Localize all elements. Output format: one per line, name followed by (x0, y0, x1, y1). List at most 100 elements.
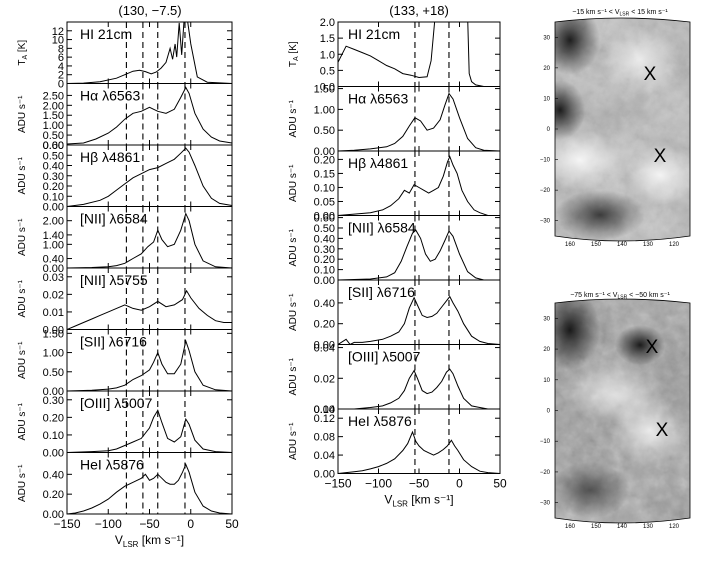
y-tick-label: 0.0 (320, 82, 335, 94)
spectrum-line (338, 155, 500, 216)
y-tick-label: 0.20 (43, 181, 64, 193)
map-top-title: −15 km s⁻¹ < VLSR < 15 km s⁻¹ (572, 9, 668, 18)
y-tick-label: 0.00 (43, 202, 64, 214)
y-tick-label: 0.02 (314, 373, 335, 385)
map-x-tick-label: 150 (591, 524, 602, 530)
map-y-tick-label: 20 (543, 66, 550, 72)
y-tick-label: 12 (52, 26, 64, 38)
y-tick-label: 0.05 (314, 196, 335, 208)
y-tick-label: 0.00 (314, 469, 335, 481)
map-y-tick-label: 10 (543, 96, 550, 102)
spectrum-line (67, 289, 232, 330)
y-tick-label: 0.40 (43, 161, 64, 173)
map-y-tick-label: 30 (543, 316, 550, 322)
map-x-tick-label: 120 (669, 242, 680, 248)
y-tick-label: 0.30 (43, 395, 64, 407)
spectrum-panel: 0.0 0.5 1.0 1.5 2.0 HI 21cm TA [K] (288, 17, 501, 94)
map-x-tick-label: 140 (617, 524, 628, 530)
spectra-title: (133, +18) (389, 3, 449, 18)
y-tick-label: 0 (58, 79, 64, 91)
y-tick-label: 0.14 (314, 404, 335, 416)
y-tick-label: 0.00 (43, 509, 64, 521)
map-top: −15 km s⁻¹ < VLSR < 15 km s⁻¹ 30 20 10 0 −10… (540, 9, 691, 248)
y-tick-label: 0.00 (314, 404, 335, 416)
y-tick-label: 1.5 (320, 33, 335, 45)
spectrum-line (67, 147, 232, 207)
map-x-tick-label: 130 (643, 524, 654, 530)
y-tick-label: 0.10 (43, 430, 64, 442)
spectrum-line (67, 339, 232, 391)
x-tick-label: −100 (95, 517, 122, 531)
panel-label: Hα λ6563 (80, 88, 140, 104)
y-tick-label: 1.00 (43, 348, 64, 360)
x-tick-label: −150 (53, 517, 80, 531)
y-tick-label: 0.5 (320, 65, 335, 77)
spectrum-line (338, 368, 500, 409)
map-y-tick-label: −30 (540, 501, 551, 507)
y-tick-label: 8 (58, 43, 64, 55)
y-tick-label: 0.00 (314, 340, 335, 352)
spectrum-line (338, 22, 500, 87)
y-axis-title: ADU s⁻¹ (288, 357, 299, 395)
y-tick-label: 0.00 (43, 263, 64, 275)
panel-label: HeI λ5876 (80, 457, 144, 473)
y-tick-label: 0.40 (314, 298, 335, 310)
map-top-marker-2: X (654, 146, 667, 167)
spectrum-line (338, 229, 500, 280)
x-tick-label: 0 (456, 477, 463, 491)
y-tick-label: 0.50 (43, 130, 64, 142)
spectrum-line (338, 430, 500, 474)
spectrum-panel: 0.000.40 1.001.40 2.00 [NII] λ6584 ADU s⁻¹ (17, 206, 233, 275)
y-tick-label: 0.00 (43, 448, 64, 460)
panel-label: Hβ λ4861 (80, 149, 140, 165)
spectrum-line (338, 92, 500, 151)
map-bottom-marker-2: X (656, 420, 669, 441)
y-tick-label: 1.00 (314, 104, 335, 116)
panel-label: [NII] λ6584 (80, 211, 148, 227)
y-tick-label: 0.00 (314, 275, 335, 287)
panel-label: [NII] λ6584 (348, 220, 416, 236)
map-y-tick-label: −20 (540, 188, 551, 194)
y-axis-title: ADU s⁻¹ (288, 228, 299, 266)
y-tick-label: 2.00 (43, 216, 64, 228)
y-tick-label: 0.08 (314, 432, 335, 444)
y-tick-label: 0.40 (43, 469, 64, 481)
y-tick-label: 0.20 (314, 254, 335, 266)
y-tick-label: 0.20 (314, 319, 335, 331)
y-axis-title: ADU s⁻¹ (288, 422, 299, 460)
map-bottom: −75 km s⁻¹ < VLSR < −50 km s⁻¹ 30 20 10 0 −1… (540, 292, 691, 530)
y-tick-label: 1.0 (320, 49, 335, 61)
y-axis-title: ADU s⁻¹ (17, 402, 28, 440)
spectrum-panel: 0.00 0.20 0.40 HeI λ5876 ADU s⁻¹ (17, 452, 233, 521)
y-axis-title: TA [K] (17, 40, 29, 66)
y-tick-label: 2.00 (43, 100, 64, 112)
y-tick-label: 2.0 (320, 17, 335, 29)
map-y-tick-label: −30 (540, 219, 551, 225)
panel-label: [SII] λ6716 (80, 334, 147, 350)
y-axis-title: ADU s⁻¹ (17, 218, 28, 256)
y-tick-label: 0.10 (43, 191, 64, 203)
y-tick-label: 1.00 (43, 239, 64, 251)
y-tick-label: 0.10 (314, 182, 335, 194)
y-tick-label: 0.00 (314, 211, 335, 223)
panel-label: HI 21cm (348, 26, 400, 42)
y-tick-label: 6 (58, 52, 64, 64)
y-axis-title: ADU s⁻¹ (288, 99, 299, 137)
y-tick-label: 0.20 (43, 412, 64, 424)
map-x-tick-label: 130 (643, 242, 654, 248)
y-axis-title: ADU s⁻¹ (17, 95, 28, 133)
map-y-tick-label: 20 (543, 347, 550, 353)
y-tick-label: 1.50 (43, 110, 64, 122)
y-tick-label: 0.04 (314, 343, 335, 355)
y-tick-label: 1.00 (43, 120, 64, 132)
x-axis-title: VLSR [km s⁻¹] (384, 493, 453, 509)
map-y-tick-label: 0 (547, 127, 551, 133)
map-x-tick-label: 160 (565, 524, 576, 530)
spectrum-line (67, 86, 232, 145)
y-tick-label: 0.60 (314, 213, 335, 225)
panel-label: [SII] λ6716 (348, 284, 415, 300)
y-tick-label: 2 (58, 70, 64, 82)
